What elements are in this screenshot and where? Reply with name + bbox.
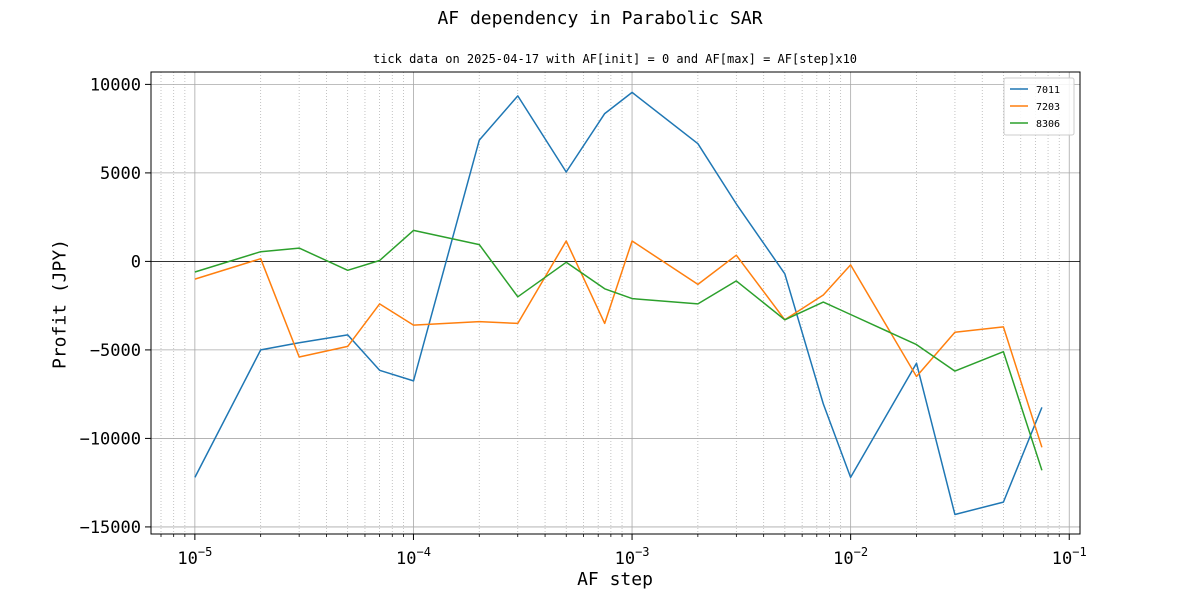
x-axis-label: AF step [577, 569, 653, 590]
plot-frame [150, 71, 1081, 535]
x-tick-label: 10−2 [833, 545, 868, 569]
x-tick-label: 10−5 [177, 545, 212, 569]
y-tick-label: −10000 [80, 429, 141, 449]
y-axis-ticks: 10000 5000 0 −5000 −10000 −15000 [80, 75, 151, 538]
x-axis-ticks: 10−5 10−4 10−3 10−2 10−1 [160, 534, 1087, 569]
series-line-7203 [194, 240, 1043, 448]
chart-title: AF dependency in Parabolic SAR [437, 8, 763, 29]
y-tick-label: −15000 [80, 518, 141, 538]
chart-subtitle: tick data on 2025-04-17 with AF[init] = … [372, 52, 858, 66]
y-tick-label: 5000 [100, 164, 141, 184]
legend: 7011 7203 8306 [1003, 77, 1075, 136]
legend-label-7203: 7203 [1036, 102, 1060, 113]
x-tick-label: 10−1 [1052, 545, 1087, 569]
legend-box [1003, 77, 1075, 136]
series-layer [194, 91, 1043, 516]
series-line-7011 [194, 91, 1043, 516]
legend-label-8306: 8306 [1036, 119, 1060, 130]
x-tick-label: 10−3 [615, 545, 650, 569]
grid [151, 72, 1080, 534]
y-axis-label: Profit (JPY) [49, 238, 71, 370]
y-tick-label: −5000 [90, 341, 141, 361]
series-line-8306 [194, 229, 1043, 471]
y-tick-label: 0 [131, 252, 141, 272]
x-tick-label: 10−4 [396, 545, 431, 569]
legend-label-7011: 7011 [1036, 85, 1060, 96]
y-tick-label: 10000 [90, 75, 141, 95]
